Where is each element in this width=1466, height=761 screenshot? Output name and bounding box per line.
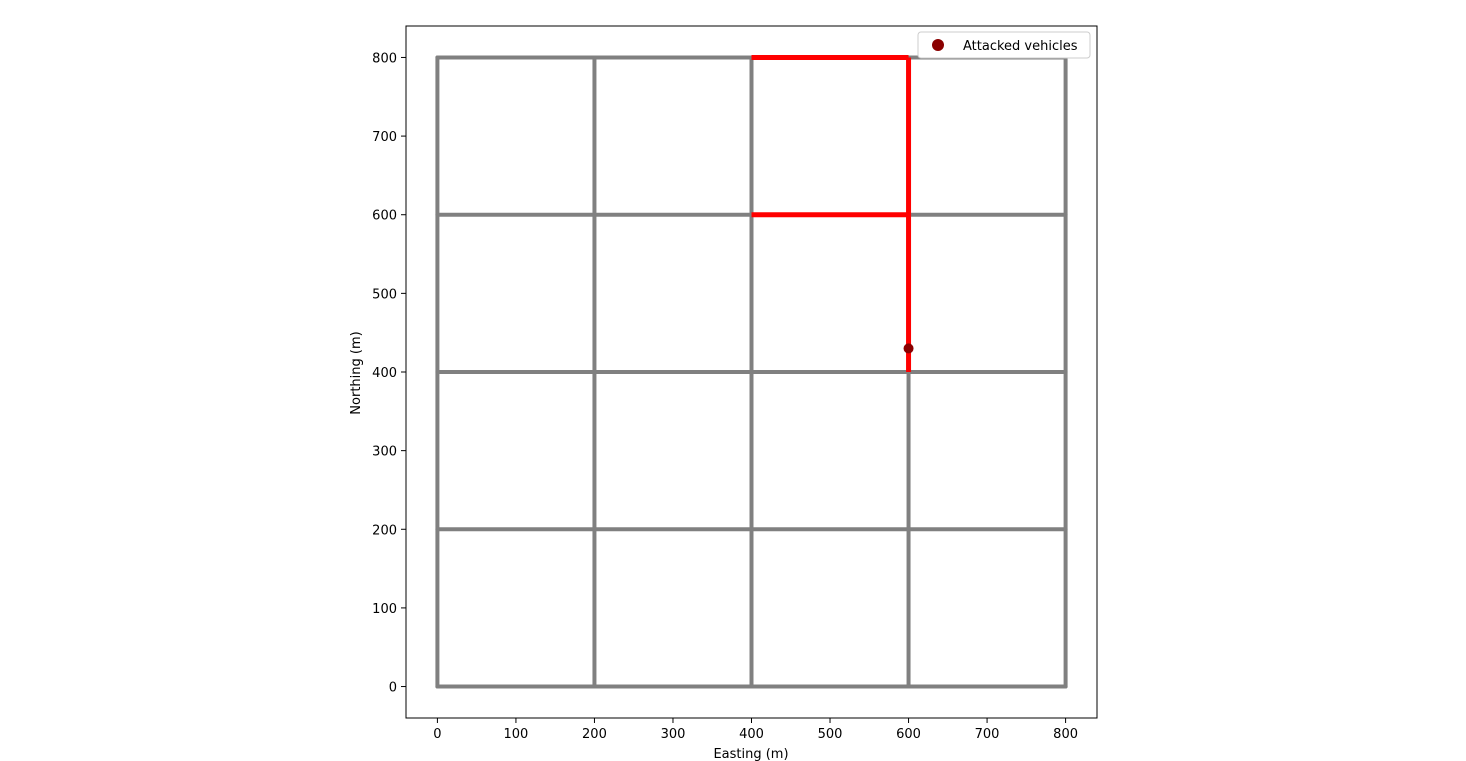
y-tick-label: 0 [389, 681, 397, 696]
attacked-route [751, 54, 912, 372]
legend-box [917, 31, 1091, 59]
x-tick-label: 500 [818, 727, 843, 742]
road-network [435, 55, 1068, 689]
y-tick-label: 400 [372, 366, 397, 381]
x-tick-label: 600 [896, 727, 921, 742]
y-tick-label: 500 [372, 287, 397, 302]
x-tick-label: 200 [582, 727, 607, 742]
y-tick-label: 100 [372, 602, 397, 617]
y-tick-label: 600 [372, 209, 397, 224]
x-axis-ticks: 0 100 200 300 400 500 600 700 800 [433, 718, 1078, 742]
y-axis-label: Northing (m) [349, 331, 364, 414]
x-tick-label: 100 [504, 727, 529, 742]
x-tick-label: 700 [975, 727, 1000, 742]
x-tick-label: 0 [433, 727, 441, 742]
attacked-vehicle-markers [903, 343, 914, 354]
legend: Attacked vehicles [917, 31, 1091, 59]
legend-marker-attacked-vehicles [932, 39, 944, 51]
x-tick-label: 400 [739, 727, 764, 742]
y-axis-ticks: 0 100 200 300 400 500 600 700 800 [372, 51, 406, 696]
y-tick-label: 200 [372, 523, 397, 538]
x-axis-label: Easting (m) [713, 747, 788, 761]
x-tick-label: 300 [661, 727, 686, 742]
y-tick-label: 800 [372, 51, 397, 66]
x-tick-label: 800 [1053, 727, 1078, 742]
y-tick-label: 700 [372, 130, 397, 145]
y-tick-label: 300 [372, 445, 397, 460]
attacked-vehicle-point [903, 343, 914, 354]
legend-label-attacked-vehicles: Attacked vehicles [963, 39, 1078, 54]
